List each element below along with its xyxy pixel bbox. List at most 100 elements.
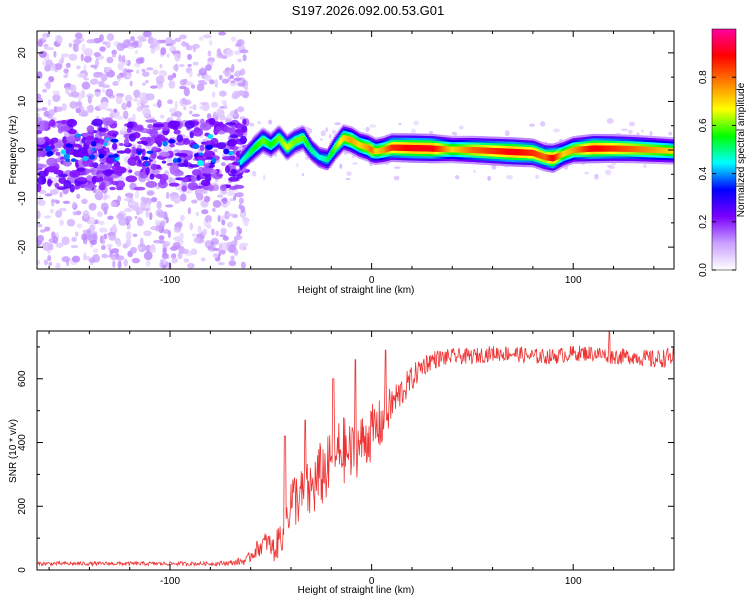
spectrogram-noise-blob bbox=[141, 82, 146, 87]
spectrogram-ridge-segment bbox=[377, 148, 380, 154]
spectrogram-core-blob bbox=[96, 163, 108, 171]
snr-xtick-label: 100 bbox=[565, 576, 582, 587]
spectrogram-core-blob bbox=[236, 174, 243, 179]
spectrogram-noise-blob bbox=[237, 82, 246, 87]
spectrogram-core-blob bbox=[196, 160, 205, 166]
spectrogram-noise-blob bbox=[229, 198, 234, 202]
spectrogram-noise-blob bbox=[76, 223, 83, 229]
spectrogram-core-blob bbox=[91, 175, 104, 183]
spectrogram-noise-blob bbox=[160, 47, 167, 56]
spectrogram-noise-blob bbox=[125, 69, 134, 73]
spectrogram-ridge-segment bbox=[342, 134, 345, 141]
spectrogram-ridge-segment bbox=[635, 146, 638, 153]
spectrogram-core-blob bbox=[199, 122, 212, 131]
spectrogram-core-blob bbox=[199, 144, 205, 152]
spectrogram-ridge-segment bbox=[556, 153, 559, 160]
spectrogram-noise-blob bbox=[170, 112, 178, 117]
spectrogram-noise-blob bbox=[45, 81, 51, 90]
spectrogram-noise-blob bbox=[61, 236, 70, 246]
spectrogram-ridge-segment bbox=[636, 146, 639, 153]
spectrogram-ridge-segment bbox=[392, 144, 395, 151]
spectrogram-ridge-segment bbox=[320, 155, 323, 161]
spectrogram-core-blob bbox=[200, 179, 211, 187]
spectrogram-ridge-segment bbox=[463, 146, 466, 153]
spectrogram-noise-blob bbox=[208, 40, 213, 46]
spectrogram-ridge-segment bbox=[375, 148, 378, 155]
spectrogram-noise-blob bbox=[55, 242, 64, 248]
spectrogram-noise-blob bbox=[55, 262, 61, 269]
spectrogram-noise-blob bbox=[643, 163, 647, 169]
spectrogram-noise-blob bbox=[145, 79, 149, 84]
spectrogram-noise-blob bbox=[143, 251, 153, 261]
spectrogram-noise-blob bbox=[606, 118, 614, 124]
snr-series-line bbox=[37, 331, 674, 567]
spectrogram-ridge-segment bbox=[578, 146, 581, 153]
spectrogram-ridge-segment bbox=[602, 145, 605, 152]
spectrogram-ridge-segment bbox=[394, 144, 397, 151]
spectrogram-noise-blob bbox=[627, 129, 633, 135]
spectrogram-noise-blob bbox=[81, 233, 88, 241]
spectrogram-noise-blob bbox=[125, 230, 132, 240]
spectrogram-ridge-segment bbox=[542, 153, 545, 160]
spectrogram-noise-blob bbox=[121, 54, 126, 63]
spectrogram-noise-blob bbox=[345, 177, 351, 180]
spectrogram-noise-blob bbox=[100, 73, 108, 82]
spectrogram-ridge-segment bbox=[574, 146, 577, 153]
colorbar-tick-label: 0.4 bbox=[698, 166, 709, 180]
spectrogram-ridge-segment bbox=[511, 148, 514, 156]
spectrogram-ridge-segment bbox=[393, 144, 396, 151]
spectrogram-noise-blob bbox=[202, 228, 208, 236]
spectrogram-noise-blob bbox=[152, 169, 160, 175]
spectrogram-ridge-segment bbox=[631, 146, 634, 152]
spectrogram-noise-blob bbox=[100, 244, 106, 251]
spectrogram-ridge-segment bbox=[239, 159, 242, 165]
spectrogram-core-blob bbox=[201, 166, 214, 174]
snr-ytick-label: 200 bbox=[17, 497, 28, 514]
spectrogram-ridge-segment bbox=[557, 152, 560, 159]
spectrogram-noise-blob bbox=[115, 95, 123, 105]
spectrogram-ridge-segment bbox=[581, 146, 585, 153]
spectrogram-ridge-segment bbox=[506, 148, 510, 155]
spectrogram-ridge-segment bbox=[387, 145, 390, 152]
spectrogram-ridge-segment bbox=[459, 146, 462, 153]
spectrogram-noise-blob bbox=[140, 196, 146, 202]
spectrogram-ridge-segment bbox=[620, 145, 623, 152]
spectrogram-noise-blob bbox=[491, 164, 497, 170]
spectrogram-core-blob bbox=[44, 146, 52, 152]
spectrogram-noise-blob bbox=[352, 162, 358, 165]
spectrogram-noise-blob bbox=[239, 49, 249, 54]
spectrogram-noise-blob bbox=[90, 239, 97, 246]
figure-title: S197.2026.092.00.53.G01 bbox=[292, 3, 445, 18]
spectrogram-ytick-label: 10 bbox=[17, 95, 28, 107]
spectrogram-noise-blob bbox=[133, 97, 138, 102]
spectrogram-noise-blob bbox=[207, 220, 211, 228]
spectrogram-noise-blob bbox=[236, 91, 245, 97]
spectrogram-ridge-segment bbox=[337, 140, 340, 147]
spectrogram-ridge-segment bbox=[617, 145, 620, 152]
spectrogram-core-blob bbox=[62, 159, 72, 167]
spectrogram-noise-layer bbox=[37, 31, 673, 269]
spectrogram-noise-blob bbox=[179, 79, 187, 86]
spectrogram-noise-blob bbox=[113, 108, 117, 113]
spectrogram-ridge-segment bbox=[497, 148, 500, 155]
spectrogram-core-blob bbox=[215, 126, 221, 133]
spectrogram-noise-blob bbox=[183, 87, 190, 97]
spectrogram-ridge-segment bbox=[335, 143, 338, 150]
spectrogram-noise-blob bbox=[233, 195, 237, 201]
spectrogram-noise-blob bbox=[205, 64, 212, 72]
spectrogram-noise-blob bbox=[221, 100, 226, 105]
spectrogram-core-blob bbox=[105, 137, 110, 141]
colorbar-ticks: 0.0 0.2 0.4 0.6 0.8 bbox=[698, 70, 736, 277]
spectrogram-core-blob bbox=[59, 126, 71, 132]
spectrogram-noise-blob bbox=[146, 190, 154, 196]
spectrogram-core-blob bbox=[76, 177, 87, 182]
spectrogram-noise-blob bbox=[37, 199, 46, 206]
spectrogram-core-blob bbox=[110, 138, 119, 143]
spectrogram-noise-blob bbox=[206, 113, 212, 120]
spectrogram-core-blob bbox=[49, 139, 55, 146]
spectrogram-ridge-segment bbox=[288, 143, 291, 149]
spectrogram-noise-blob bbox=[178, 64, 185, 68]
spectrogram-noise-blob bbox=[192, 46, 196, 53]
spectrogram-ridge-segment bbox=[433, 145, 436, 152]
